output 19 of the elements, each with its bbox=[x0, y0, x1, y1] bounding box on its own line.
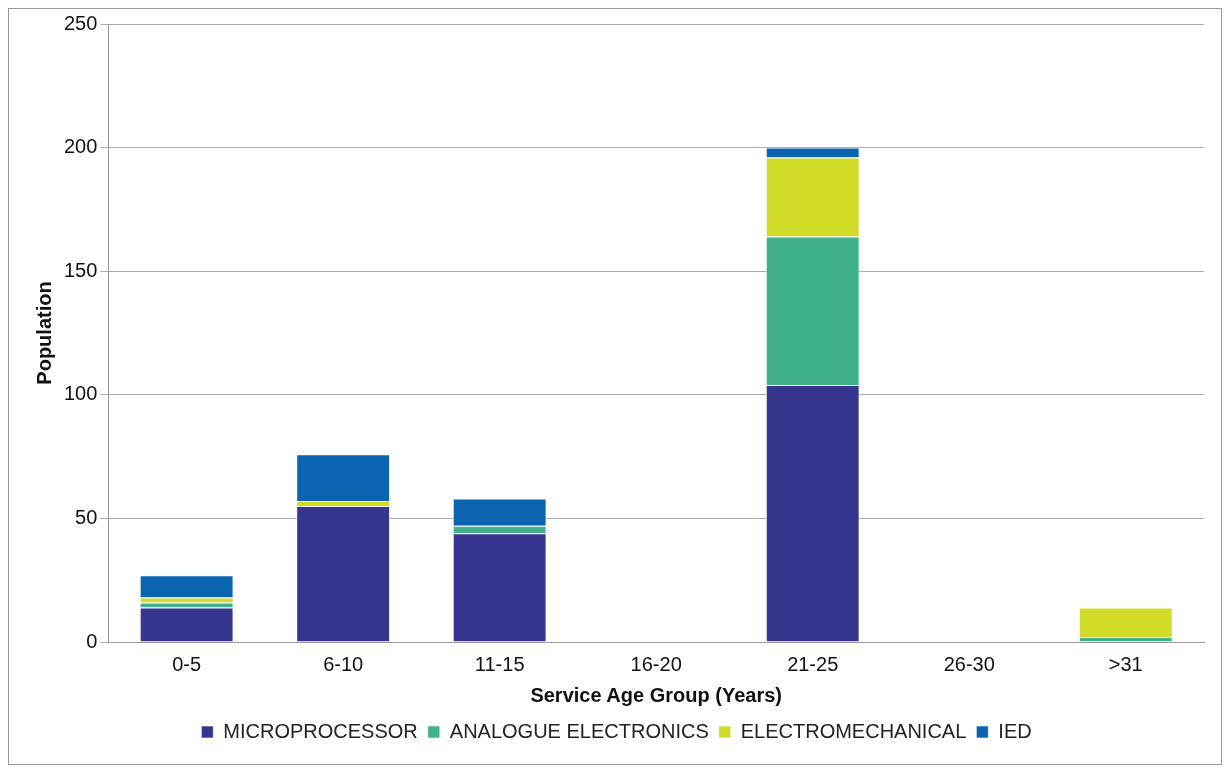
legend-label: MICROPROCESSOR bbox=[223, 719, 418, 742]
x-tick-label: >31 bbox=[1108, 652, 1143, 675]
x-tick-label: 11-15 bbox=[474, 652, 525, 675]
y-tick-label: 250 bbox=[63, 11, 98, 34]
x-tick-label: 26-30 bbox=[943, 652, 995, 675]
legend-label: ANALOGUE ELECTRONICS bbox=[449, 719, 709, 742]
legend-label: ELECTROMECHANICAL bbox=[740, 719, 967, 742]
x-tick-label: 6-10 bbox=[323, 652, 364, 675]
legend-label: IED bbox=[998, 719, 1032, 742]
x-tick-label: 21-25 bbox=[787, 652, 839, 675]
y-tick-label: 200 bbox=[63, 135, 98, 158]
y-tick-label: 0 bbox=[86, 629, 98, 652]
y-tick-label: 150 bbox=[63, 258, 98, 281]
x-tick-label: 16-20 bbox=[630, 652, 682, 675]
y-tick-label: 50 bbox=[75, 505, 98, 528]
x-axis-title: Service Age Group (Years) bbox=[530, 683, 782, 706]
x-tick-label: 0-5 bbox=[172, 652, 202, 675]
y-axis-title: Population bbox=[32, 281, 55, 385]
y-tick-label: 100 bbox=[63, 382, 98, 405]
